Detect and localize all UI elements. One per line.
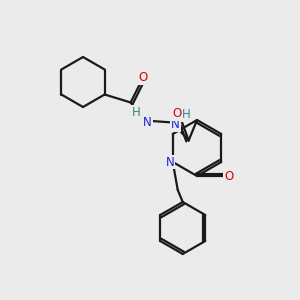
Text: O: O [224,169,234,182]
Text: O: O [172,107,181,120]
Text: N: N [143,116,152,129]
Text: O: O [138,71,147,84]
Text: H: H [132,106,141,119]
Text: H: H [182,108,191,121]
Text: N: N [171,118,180,131]
Text: N: N [165,155,174,169]
